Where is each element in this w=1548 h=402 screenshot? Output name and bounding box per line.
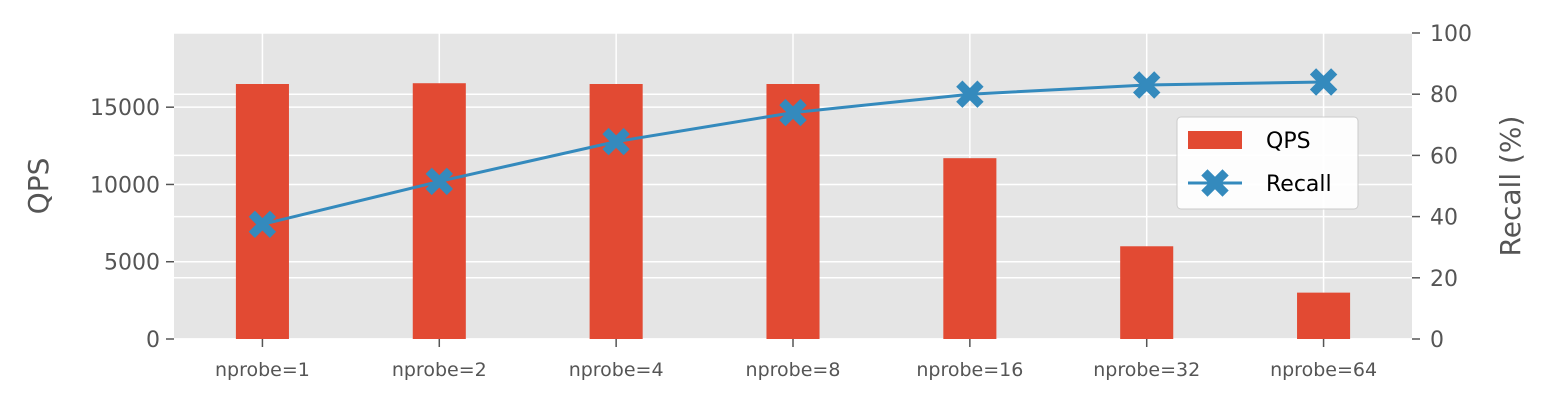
bar-qps xyxy=(766,84,820,339)
tick-label-y-right: 20 xyxy=(1430,267,1458,292)
tick-label-y-right: 0 xyxy=(1430,328,1444,353)
bar-qps xyxy=(235,84,289,339)
point-recall xyxy=(1309,68,1338,96)
legend-label-qps: QPS xyxy=(1266,129,1311,154)
tick-label-x: nprobe=64 xyxy=(1270,359,1377,381)
bar-qps xyxy=(412,83,466,340)
legend-label-recall: Recall xyxy=(1266,172,1332,197)
point-recall xyxy=(1132,71,1161,99)
y-axis-label-left: QPS xyxy=(22,158,55,215)
tick-label-y-right: 80 xyxy=(1430,83,1458,108)
point-recall xyxy=(956,80,984,108)
tick-label-x: nprobe=2 xyxy=(392,359,487,381)
tick-label-x: nprobe=4 xyxy=(569,359,664,381)
axes: 0 5000 10000 15000 0 20 40 60 80 100 nprobe=1 nprob… xyxy=(90,22,1472,381)
tick-label-y-right: 40 xyxy=(1430,206,1458,231)
qps-bars xyxy=(235,83,1351,340)
point-recall xyxy=(425,167,454,196)
bar-qps xyxy=(1120,246,1174,339)
tick-label-y-left: 5000 xyxy=(104,251,160,276)
tick-label-x: nprobe=8 xyxy=(746,359,841,381)
point-recall xyxy=(248,210,277,239)
point-recall xyxy=(602,127,630,156)
tick-label-y-left: 0 xyxy=(146,328,160,353)
legend-swatch-qps xyxy=(1188,131,1242,149)
bar-qps xyxy=(1297,292,1351,339)
y-axis-label-right: Recall (%) xyxy=(1494,116,1527,257)
tick-label-y-right: 60 xyxy=(1430,144,1458,169)
tick-label-x: nprobe=32 xyxy=(1093,359,1200,381)
legend-marker-recall xyxy=(1201,169,1229,197)
bar-qps xyxy=(943,158,997,339)
legend: QPS Recall xyxy=(1176,116,1359,210)
tick-label-y-left: 15000 xyxy=(90,96,160,121)
tick-label-y-left: 10000 xyxy=(90,173,160,198)
tick-label-x: nprobe=16 xyxy=(916,359,1023,381)
bar-qps xyxy=(589,84,643,339)
tick-label-x: nprobe=1 xyxy=(215,359,310,381)
recall-line xyxy=(248,68,1338,239)
point-recall xyxy=(779,98,807,127)
tick-label-y-right: 100 xyxy=(1430,22,1472,47)
